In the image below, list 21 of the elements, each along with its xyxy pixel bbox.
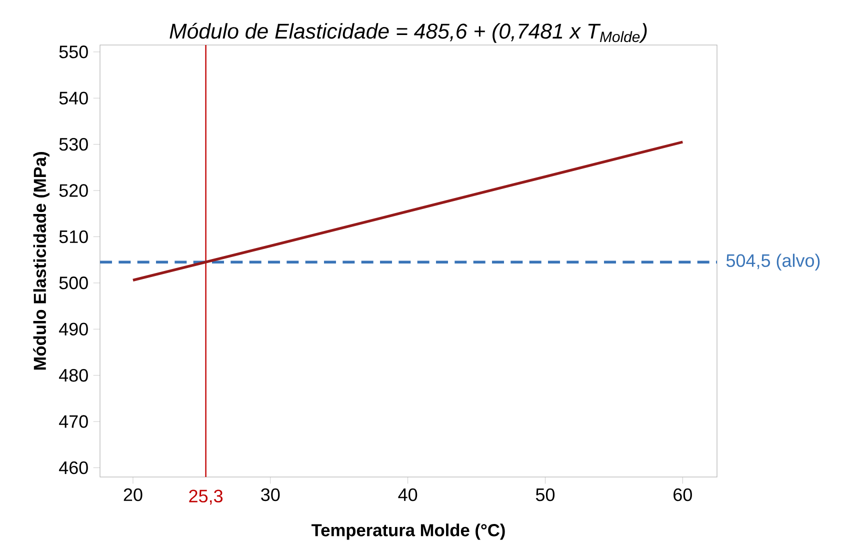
- y-tick-label: 500: [59, 276, 88, 290]
- y-tick-label: 510: [59, 230, 88, 244]
- x-tick-label: 50: [536, 488, 555, 502]
- x-tick-label: 60: [674, 488, 692, 502]
- y-tick-label: 480: [59, 368, 88, 382]
- y-tick-label: 550: [59, 46, 88, 58]
- x-tick-label: 40: [398, 488, 418, 502]
- x-axis-title: Temperatura Molde (°C): [311, 524, 505, 540]
- y-tick-label: 520: [59, 184, 88, 197]
- line-series: [132, 140, 684, 282]
- y-tick-label: 470: [59, 415, 88, 428]
- y-tick-label: 460: [59, 461, 88, 474]
- ref-line-label: 504,5 (alvo): [726, 254, 820, 271]
- x-tick-label: 30: [261, 488, 280, 502]
- y-tick-label: 540: [59, 92, 88, 104]
- x-tick-label: 20: [124, 488, 142, 502]
- y-tick-label: 490: [59, 322, 88, 336]
- ref-line-label: 25,3: [189, 490, 223, 505]
- y-axis-title: Módulo Elasticidade (MPa): [33, 152, 50, 370]
- y-tick-label: 530: [59, 138, 88, 151]
- chart-title: Módulo de Elasticidade = 485,6 + (0,7481 x T$_{Molde}$): [170, 22, 647, 43]
